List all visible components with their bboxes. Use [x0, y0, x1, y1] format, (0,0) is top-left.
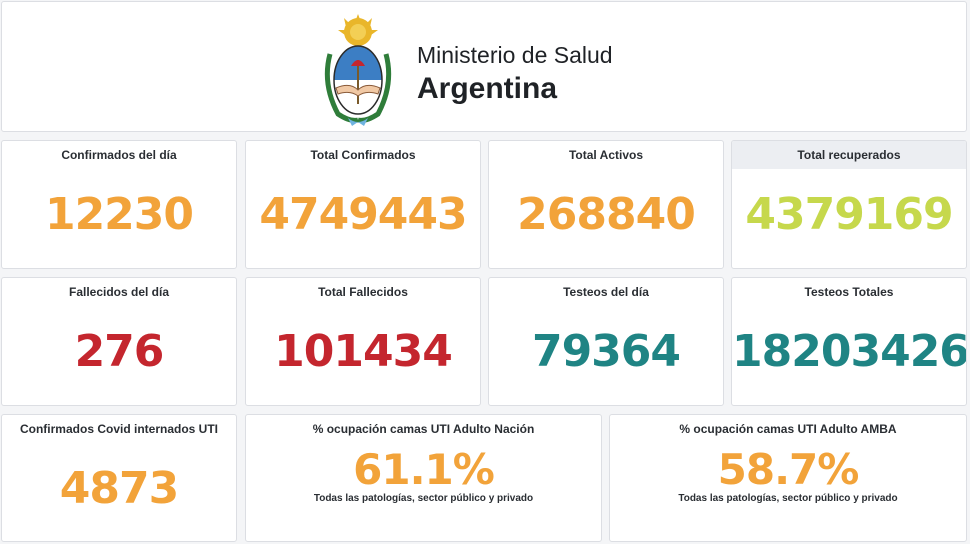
panel-title: Total Activos	[568, 148, 643, 162]
panel-total-confirmados: Total Confirmados 4749443	[245, 140, 481, 269]
header-panel: Ministerio de Salud Argentina	[1, 1, 967, 132]
panel-testeos-totales: Testeos Totales 18203426	[731, 277, 967, 406]
panel-value: 12230	[44, 189, 194, 240]
panel-value: 61.1%	[353, 445, 495, 494]
panel-title: Confirmados del día	[61, 148, 177, 162]
panel-total-recuperados: Total recuperados 4379169	[731, 140, 967, 269]
panel-title: % ocupación camas UTI Adulto AMBA	[679, 422, 897, 436]
panel-value: 4873	[59, 463, 179, 514]
panel-value: 276	[74, 326, 165, 377]
country-name: Argentina	[417, 72, 558, 105]
panel-value: 101434	[274, 326, 453, 377]
argentina-coat-of-arms-icon	[324, 14, 392, 126]
panel-total-activos: Total Activos 268840	[488, 140, 724, 269]
panel-title: Confirmados Covid internados UTI	[19, 422, 218, 436]
panel-testeos-dia: Testeos del día 79364	[488, 277, 724, 406]
panel-title: Testeos del día	[563, 285, 649, 299]
panel-value: 4749443	[259, 189, 467, 240]
panel-subtitle: Todas las patologías, sector público y p…	[313, 493, 534, 504]
panel-title: Total recuperados	[732, 141, 966, 169]
ministry-name: Ministerio de Salud	[417, 42, 613, 68]
panel-value: 268840	[517, 189, 696, 240]
panel-title: % ocupación camas UTI Adulto Nación	[312, 422, 535, 436]
panel-fallecidos-dia: Fallecidos del día 276	[1, 277, 237, 406]
panel-ocupacion-amba: % ocupación camas UTI Adulto AMBA 58.7% …	[609, 414, 967, 542]
panel-title: Total Fallecidos	[318, 285, 408, 299]
panel-title: Fallecidos del día	[68, 285, 170, 299]
panel-subtitle: Todas las patologías, sector público y p…	[678, 493, 898, 504]
panel-title: Total Confirmados	[310, 148, 416, 162]
panel-value: 79364	[531, 326, 681, 377]
panel-internados-uti: Confirmados Covid internados UTI 4873	[1, 414, 237, 542]
panel-total-fallecidos: Total Fallecidos 101434	[245, 277, 481, 406]
panel-value: 18203426	[732, 326, 967, 377]
panel-title: Testeos Totales	[804, 285, 894, 299]
panel-ocupacion-nacion: % ocupación camas UTI Adulto Nación 61.1…	[245, 414, 602, 542]
panel-value: 58.7%	[717, 445, 860, 494]
panel-value: 4379169	[745, 189, 953, 240]
panel-confirmados-dia: Confirmados del día 12230	[1, 140, 237, 269]
